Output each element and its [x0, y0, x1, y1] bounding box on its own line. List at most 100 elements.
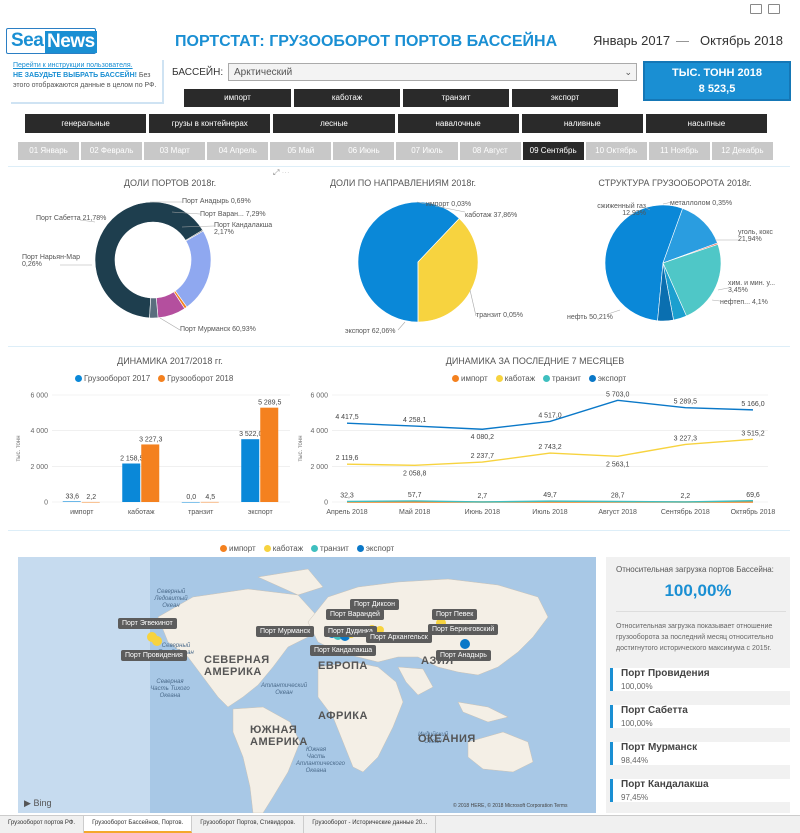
bar[interactable]	[122, 463, 141, 502]
tab[interactable]: Грузооборот Портов, Стивидоров.	[192, 816, 305, 833]
legend-item[interactable]: транзит	[311, 544, 349, 553]
slice-label: металлолом 0,35%	[670, 200, 733, 207]
legend-item[interactable]: импорт	[220, 544, 256, 553]
month-button[interactable]: 12 Декабрь	[711, 142, 773, 160]
instructions-link[interactable]: Перейти к инструкции пользователя.	[13, 62, 133, 69]
month-button[interactable]: 02 Февраль	[81, 142, 143, 160]
port-marker[interactable]: Порт Анадырь	[436, 650, 491, 661]
data-label: 2 563,1	[606, 461, 629, 468]
port-marker[interactable]: Порт Диксон	[350, 599, 399, 610]
pie-slice[interactable]	[357, 201, 460, 323]
series-line[interactable]	[346, 438, 754, 466]
data-label: 49,7	[543, 492, 557, 499]
leader-line	[159, 317, 181, 331]
tab[interactable]: Грузооборот - Исторические данные 20...	[304, 816, 437, 833]
pie-slice[interactable]	[94, 201, 204, 319]
x-tick-label: Апрель 2018	[326, 509, 367, 516]
cargo-button[interactable]: навалочные	[397, 114, 519, 133]
pie-slice[interactable]	[604, 204, 684, 322]
print-icon[interactable]	[750, 4, 762, 14]
direction-button[interactable]: каботаж	[294, 89, 400, 107]
cargo-button[interactable]: насыпные	[645, 114, 768, 133]
panel-value: 100,00%	[664, 581, 732, 600]
month-button[interactable]: 01 Январь	[18, 142, 80, 160]
month-button[interactable]: 05 Май	[270, 142, 332, 160]
bar[interactable]	[260, 407, 279, 502]
port-marker[interactable]: Порт Провидения	[121, 650, 187, 661]
page-title: ПОРТСТАТ: ГРУЗООБОРОТ ПОРТОВ БАССЕЙНА	[175, 33, 558, 50]
period-to[interactable]: Октябрь 2018	[700, 33, 783, 48]
series-line[interactable]	[346, 399, 754, 430]
port-marker[interactable]: Порт Варандей	[326, 609, 384, 620]
legend-item[interactable]: экспорт	[356, 544, 394, 553]
bar[interactable]	[200, 501, 219, 503]
bar[interactable]	[241, 439, 260, 502]
tab[interactable]: Грузооборот портов РФ.	[0, 816, 85, 833]
bar[interactable]	[62, 501, 81, 502]
pie-slice[interactable]	[657, 262, 674, 322]
port-marker[interactable]: Порт Эгвекинот	[118, 618, 177, 629]
utilization-panel: Относительная загрузка портов Бассейна: …	[606, 557, 790, 813]
port-marker[interactable]: Порт Архангельск	[366, 632, 432, 643]
continent-label: СЕВЕРНАЯ АМЕРИКА	[204, 654, 270, 678]
chart-title-directions: ДОЛИ ПО НАПРАВЛЕНИЯМ 2018г.	[329, 178, 477, 188]
x-tick-label: Июнь 2018	[465, 509, 500, 516]
month-button[interactable]: 03 Март	[144, 142, 206, 160]
map-copyright[interactable]: © 2018 HERE, © 2018 Microsoft Corporatio…	[453, 803, 568, 809]
cargo-button[interactable]: генеральные	[25, 114, 147, 133]
ocean-label: Южная Часть Атлантического Океана	[296, 747, 345, 774]
pie-slice[interactable]	[417, 218, 479, 323]
chart-title-structure: СТРУКТУРА ГРУЗООБОРОТА 2018г.	[598, 178, 752, 188]
data-label: 4,5	[205, 494, 215, 501]
tab-active[interactable]: Грузооборот Бассейнов, Портов.	[84, 816, 193, 833]
basin-select[interactable]: Арктический ⌄	[228, 63, 637, 81]
period-from[interactable]: Январь 2017	[593, 33, 671, 48]
cargo-button[interactable]: грузы в контейнерах	[149, 114, 271, 133]
data-label: 2 119,6	[336, 455, 359, 462]
month-button[interactable]: 07 Июль	[396, 142, 458, 160]
month-button[interactable]: 08 Август	[459, 142, 521, 160]
direction-button[interactable]: транзит	[403, 89, 509, 107]
legend-item[interactable]: Грузооборот 2017	[75, 374, 150, 383]
cargo-button[interactable]: лесные	[273, 114, 395, 133]
legend-item[interactable]: каботаж	[263, 544, 303, 553]
month-button[interactable]: 10 Октябрь	[585, 142, 647, 160]
port-marker[interactable]: Порт Кандалакша	[310, 645, 377, 656]
data-label: 4 517,0	[538, 412, 561, 419]
port-utilization-item: Порт Сабетта 100,00%	[610, 705, 790, 728]
slice-label: хим. и мин. у... 3,45%	[728, 280, 776, 294]
legend-item[interactable]: импорт	[452, 374, 488, 383]
chart-menu-icon[interactable]: ⤢ ⋯	[273, 168, 290, 177]
pie-slice[interactable]	[662, 243, 722, 317]
series-line[interactable]	[346, 500, 754, 503]
direction-button[interactable]: экспорт	[512, 89, 618, 107]
data-label: 2 058,8	[403, 470, 426, 477]
month-button[interactable]: 04 Апрель	[207, 142, 269, 160]
month-button[interactable]: 09 Сентябрь	[522, 142, 584, 160]
data-label: 3 522,0	[239, 431, 262, 438]
chart-title-7months: ДИНАМИКА ЗА ПОСЛЕДНИЕ 7 МЕСЯЦЕВ	[445, 356, 625, 366]
bar[interactable]	[81, 501, 100, 503]
expand-icon[interactable]	[768, 4, 780, 14]
slice-label: нефть 50,21%	[567, 314, 613, 321]
bing-logo: ▶ Bing	[24, 798, 52, 808]
port-marker[interactable]: Порт Певек	[432, 609, 478, 620]
slice-label: экспорт 62,06%	[345, 328, 396, 335]
bar[interactable]	[181, 502, 200, 503]
world-map[interactable]: Северный Ледовитый Океан Северный Тихий …	[18, 557, 596, 813]
port-marker[interactable]: Порт Мурманск	[256, 626, 315, 637]
port-marker[interactable]: Порт Беринговский	[428, 624, 499, 635]
line-chart: 6 000 4 000 2 000 0 тыс. тонн 2 119,6 2 058,8 2…	[298, 391, 775, 516]
port-marker[interactable]: Порт Дудинка	[324, 626, 377, 637]
legend-item[interactable]: транзит	[543, 374, 581, 383]
legend-item[interactable]: каботаж	[495, 374, 535, 383]
legend-item[interactable]: экспорт	[588, 374, 626, 383]
month-button[interactable]: 11 Ноябрь	[648, 142, 710, 160]
bar[interactable]	[141, 444, 160, 502]
legend-item[interactable]: Грузооборот 2018	[158, 374, 233, 383]
cargo-button[interactable]: наливные	[521, 114, 643, 133]
pie-slice[interactable]	[174, 230, 212, 308]
pie-slice[interactable]	[149, 297, 159, 319]
month-button[interactable]: 06 Июнь	[333, 142, 395, 160]
direction-button[interactable]: импорт	[184, 89, 291, 107]
